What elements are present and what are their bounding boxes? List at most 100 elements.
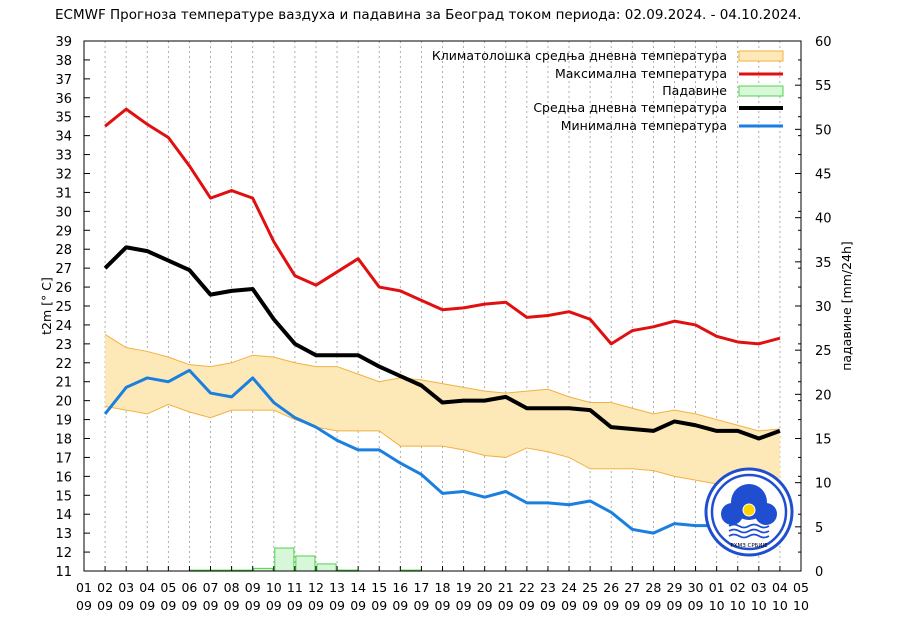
y2-tick-label: 45: [815, 168, 832, 183]
precipitation-bar: [295, 555, 316, 572]
x-tick-month-label: 09: [181, 598, 197, 613]
climatology-band: [105, 334, 780, 492]
y-tick-label: 35: [55, 111, 72, 126]
x-tick-day-label: 01: [76, 580, 92, 595]
y-tick-label: 13: [55, 527, 72, 542]
x-tick-month-label: 09: [435, 598, 451, 613]
x-tick-month-label: 09: [245, 598, 261, 613]
series-line: [103, 368, 781, 539]
x-tick-month-label: 09: [667, 598, 683, 613]
y-tick-label: 25: [55, 300, 72, 315]
logo-wave-icon: [728, 523, 770, 529]
logo-cloud-right: [755, 503, 777, 525]
y-tick-label: 12: [55, 546, 72, 561]
y-tick-label: 23: [55, 338, 72, 353]
legend-swatch-bars: [738, 85, 784, 97]
x-tick-day-label: 25: [582, 580, 598, 595]
x-tick-month-label: 09: [203, 598, 219, 613]
x-tick-month-label: 09: [350, 598, 366, 613]
x-tick-month-label: 09: [224, 598, 240, 613]
x-tick-day-label: 04: [772, 580, 788, 595]
y2-tick-label: 55: [815, 79, 832, 94]
precipitation-bar: [316, 563, 337, 572]
x-tick-day-label: 26: [603, 580, 619, 595]
x-tick-day-label: 29: [667, 580, 683, 595]
y-tick-label: 22: [55, 357, 72, 372]
y-tick-label: 28: [55, 243, 72, 258]
x-tick-day-label: 05: [793, 580, 809, 595]
logo-cloud-left: [721, 503, 743, 525]
y2-tick-label: 35: [815, 256, 832, 271]
x-tick-day-label: 18: [435, 580, 451, 595]
y2-tick-label: 50: [815, 123, 832, 138]
x-tick-day-label: 12: [308, 580, 324, 595]
x-tick-month-label: 10: [772, 598, 788, 613]
x-tick-month-label: 09: [392, 598, 408, 613]
x-tick-day-label: 02: [730, 580, 746, 595]
series-line: [104, 107, 781, 346]
y-tick-label: 11: [55, 565, 72, 580]
y2-tick-label: 30: [815, 300, 832, 315]
y2-tick-label: 15: [815, 433, 832, 448]
x-tick-month-label: 10: [751, 598, 767, 613]
x-tick-day-label: 16: [392, 580, 408, 595]
x-tick-day-label: 03: [118, 580, 134, 595]
x-tick-month-label: 09: [266, 598, 282, 613]
y-tick-label: 14: [55, 508, 72, 523]
x-tick-day-label: 27: [624, 580, 640, 595]
x-tick-month-label: 09: [540, 598, 556, 613]
y2-tick-label: 5: [815, 521, 823, 536]
x-tick-month-label: 09: [76, 598, 92, 613]
y-tick-label: 30: [55, 205, 72, 220]
x-tick-month-label: 09: [139, 598, 155, 613]
x-tick-day-label: 02: [97, 580, 113, 595]
x-tick-month-label: 09: [624, 598, 640, 613]
legend-label: Падавине: [662, 83, 727, 98]
y-tick-label: 17: [55, 451, 72, 466]
x-tick-month-label: 10: [709, 598, 725, 613]
y-tick-label: 33: [55, 149, 72, 164]
legend-swatch-band: [738, 50, 784, 62]
x-tick-month-label: 09: [519, 598, 535, 613]
y-tick-label: 15: [55, 489, 72, 504]
plot-area: 11 12 13 14 15 16 17 18 19 20 21 22 23 24 25 26 27 28 29 30…: [55, 35, 831, 613]
x-tick-day-label: 08: [224, 580, 240, 595]
series-line: [103, 245, 781, 441]
x-tick-day-label: 07: [203, 580, 219, 595]
logo-ring-inner: [710, 473, 788, 551]
x-tick-day-label: 04: [139, 580, 155, 595]
x-tick-day-label: 01: [709, 580, 725, 595]
y-tick-label: 31: [55, 186, 72, 201]
x-tick-day-label: 03: [751, 580, 767, 595]
x-tick-day-label: 15: [371, 580, 387, 595]
x-tick-month-label: 09: [603, 598, 619, 613]
x-tick-day-label: 20: [477, 580, 493, 595]
x-tick-month-label: 09: [308, 598, 324, 613]
y-tick-label: 39: [55, 35, 72, 50]
y-tick-label: 36: [55, 92, 72, 107]
x-tick-day-label: 11: [287, 580, 303, 595]
precipitation-bar: [274, 547, 295, 572]
y-axis-label: t2m [° C]: [39, 277, 54, 335]
y2-tick-label: 25: [815, 344, 832, 359]
x-tick-month-label: 10: [730, 598, 746, 613]
y-tick-label: 21: [55, 376, 72, 391]
x-tick-month-label: 09: [477, 598, 493, 613]
x-tick-month-label: 09: [160, 598, 176, 613]
chart-title: ECMWF Прогноза температуре ваздуха и пад…: [55, 7, 801, 23]
x-tick-month-label: 09: [582, 598, 598, 613]
logo-wave-icon: [728, 533, 770, 539]
x-tick-month-label: 10: [793, 598, 809, 613]
x-tick-day-label: 23: [540, 580, 556, 595]
x-tick-month-label: 09: [329, 598, 345, 613]
x-tick-day-label: 28: [645, 580, 661, 595]
y2-axis-label: падавине [mm/24h]: [839, 241, 854, 371]
y-tick-label: 19: [55, 414, 72, 429]
x-tick-month-label: 09: [413, 598, 429, 613]
x-tick-day-label: 21: [498, 580, 514, 595]
y2-tick-label: 40: [815, 212, 832, 227]
x-tick-day-label: 17: [413, 580, 429, 595]
legend-label: Минимална температура: [561, 118, 727, 133]
y-tick-label: 24: [55, 319, 72, 334]
